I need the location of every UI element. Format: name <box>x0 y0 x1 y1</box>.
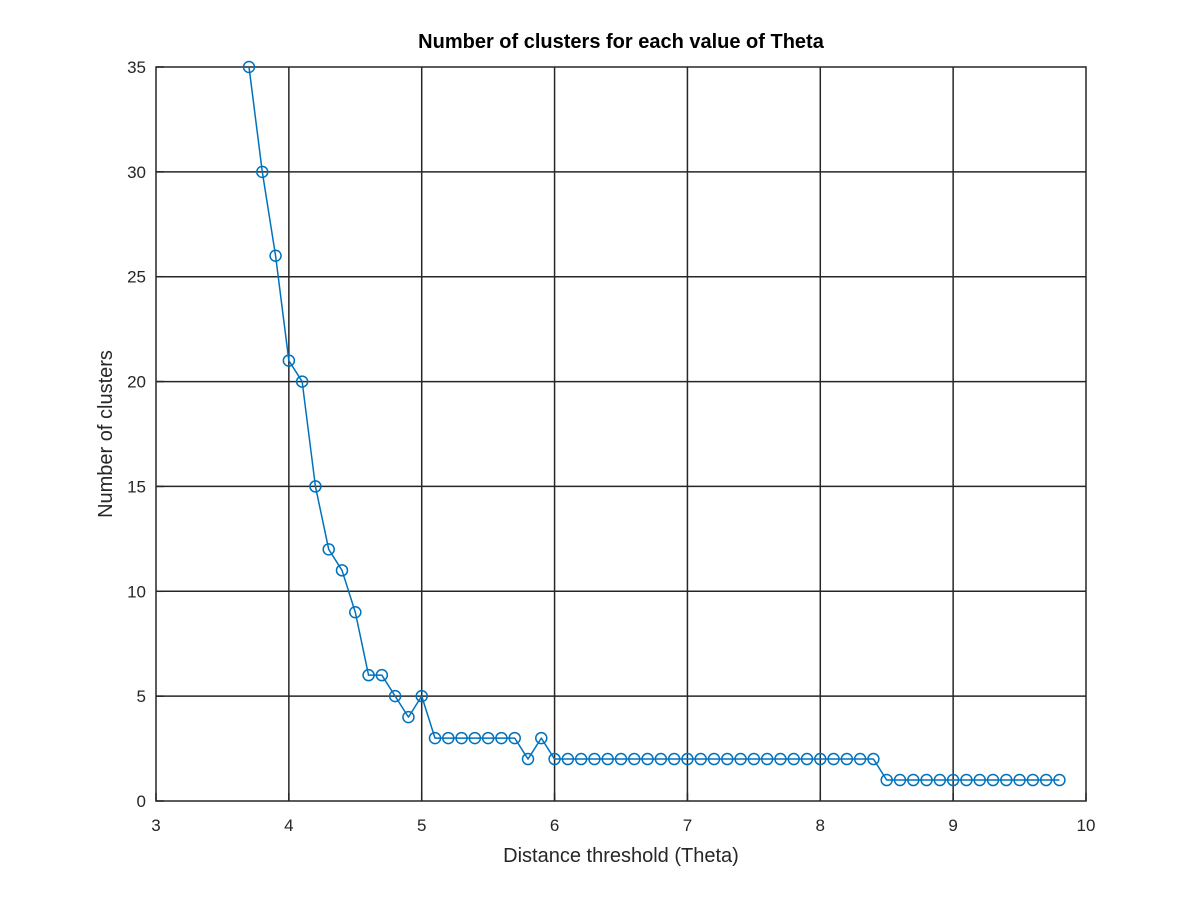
data-point <box>760 752 774 766</box>
data-point <box>442 731 455 745</box>
grid-lines <box>156 67 1086 801</box>
data-point <box>973 773 986 787</box>
y-tick-label: 25 <box>127 268 146 287</box>
data-point <box>561 752 575 766</box>
x-tick-label: 4 <box>284 816 293 835</box>
x-tick-label: 5 <box>417 816 426 835</box>
data-point <box>893 773 907 787</box>
data-point <box>588 752 601 766</box>
data-point <box>535 731 548 745</box>
data-point <box>388 689 402 703</box>
data-point <box>322 543 335 556</box>
chart-title: Number of clusters for each value of The… <box>418 31 825 53</box>
data-point <box>282 354 296 367</box>
data-point <box>521 752 535 766</box>
data-point <box>986 773 1000 787</box>
data-point <box>428 731 442 745</box>
x-tick-label: 8 <box>816 816 825 835</box>
x-tick-label: 3 <box>151 816 160 835</box>
data-point <box>574 752 588 766</box>
data-point <box>548 752 561 766</box>
y-axis-label: Number of clusters <box>95 350 117 518</box>
plot-frame <box>155 66 1087 802</box>
series-line <box>248 66 1060 781</box>
x-axis-label: Distance threshold (Theta) <box>503 845 739 867</box>
data-point <box>508 731 521 745</box>
data-point <box>747 752 761 766</box>
data-point <box>349 606 362 619</box>
data-point <box>880 773 893 787</box>
data-point <box>375 668 389 682</box>
data-point <box>1039 773 1053 787</box>
data-point <box>867 752 880 766</box>
y-tick-label: 10 <box>127 582 146 601</box>
data-point <box>667 752 681 766</box>
data-point <box>1026 773 1040 787</box>
data-point <box>827 752 840 766</box>
data-point <box>295 375 309 388</box>
data-point <box>455 731 468 745</box>
data-point <box>694 752 707 766</box>
x-axis: 3 4 5 6 7 8 9 10 <box>151 793 1095 835</box>
data-point <box>641 752 654 766</box>
data-point <box>907 773 920 787</box>
data-point <box>774 752 787 766</box>
data-point <box>242 60 256 74</box>
series-layer <box>242 60 1066 787</box>
data-point <box>601 752 614 766</box>
data-point <box>707 752 721 766</box>
data-point <box>614 752 628 766</box>
data-point <box>256 165 269 179</box>
x-tick-label: 10 <box>1077 816 1096 835</box>
data-point <box>840 752 854 766</box>
data-point <box>495 731 508 745</box>
data-point <box>654 752 668 766</box>
data-point <box>362 668 375 682</box>
x-tick-label: 6 <box>550 816 559 835</box>
y-tick-label: 20 <box>127 373 146 392</box>
data-point <box>415 689 428 703</box>
y-tick-label: 0 <box>137 792 146 811</box>
data-point <box>721 752 734 766</box>
data-point <box>628 752 641 766</box>
data-point <box>853 752 867 766</box>
data-point <box>946 773 960 787</box>
data-point <box>468 731 482 745</box>
data-point <box>920 773 933 787</box>
data-point <box>402 710 415 724</box>
data-point <box>269 249 282 262</box>
x-tick-label: 7 <box>683 816 692 835</box>
y-axis: 0 5 10 15 20 25 30 35 <box>127 58 164 811</box>
data-point <box>481 731 495 745</box>
data-point <box>1053 773 1066 787</box>
data-point <box>933 773 947 787</box>
data-point <box>734 752 747 766</box>
data-point <box>814 752 827 766</box>
y-tick-label: 35 <box>127 58 146 77</box>
data-point <box>960 773 973 787</box>
data-point <box>335 564 349 577</box>
y-tick-label: 15 <box>127 477 146 496</box>
data-point <box>787 752 800 766</box>
data-point <box>1013 773 1026 787</box>
y-tick-label: 5 <box>137 687 146 706</box>
data-point <box>309 480 322 493</box>
y-tick-label: 30 <box>127 163 146 182</box>
x-tick-label: 9 <box>948 816 957 835</box>
data-point <box>800 752 814 766</box>
data-point <box>681 752 694 766</box>
data-point <box>1000 773 1013 787</box>
plot-area <box>156 67 1086 801</box>
